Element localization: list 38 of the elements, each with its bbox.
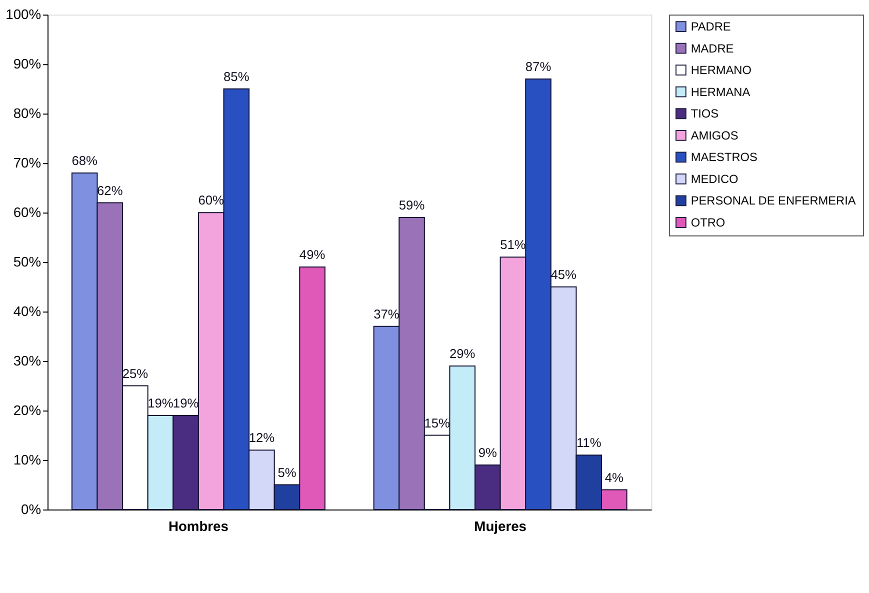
data-label: 68%: [72, 153, 98, 168]
legend-label: PADRE: [690, 19, 731, 34]
y-tick-label: 10%: [13, 451, 42, 468]
data-label: 85%: [224, 68, 250, 84]
y-tick-label: 90%: [13, 56, 42, 72]
data-label: 11%: [576, 435, 602, 450]
data-label: 12%: [248, 430, 275, 446]
legend-label: MEDICO: [690, 172, 738, 186]
y-tick-label: 60%: [13, 204, 42, 220]
x-tick-label: Mujeres: [474, 518, 527, 534]
y-tick-label: 80%: [13, 105, 42, 122]
legend-label: HERMANA: [690, 84, 750, 99]
legend-label: MAESTROS: [690, 150, 758, 164]
y-tick-label: 20%: [13, 402, 42, 418]
y-tick-label: 30%: [13, 352, 42, 369]
data-label: 9%: [478, 445, 497, 460]
data-label: 19%: [148, 396, 174, 411]
data-label: 60%: [198, 192, 224, 208]
legend-label: MADRE: [690, 41, 734, 56]
y-tick-label: 70%: [13, 154, 42, 171]
y-tick-label: 0%: [21, 500, 42, 517]
y-tick-label: 40%: [13, 303, 42, 320]
legend-label: PERSONAL DE ENFERMERIA: [690, 194, 856, 208]
data-label: 62%: [97, 182, 123, 198]
data-label: 29%: [449, 346, 476, 362]
data-label: 49%: [299, 247, 326, 262]
legend-label: OTRO: [690, 215, 726, 230]
x-tick-label: Hombres: [168, 518, 229, 534]
legend-label: AMIGOS: [690, 128, 738, 142]
data-label: 87%: [525, 59, 552, 74]
data-label: 5%: [278, 464, 296, 480]
data-label: 4%: [604, 470, 624, 485]
data-label: 59%: [398, 198, 425, 213]
y-tick-label: 50%: [13, 254, 42, 270]
legend-label: TIOS: [690, 106, 719, 121]
legend-label: HERMANO: [690, 63, 752, 78]
data-label: 25%: [122, 366, 148, 381]
y-tick-label: 100%: [6, 6, 42, 22]
